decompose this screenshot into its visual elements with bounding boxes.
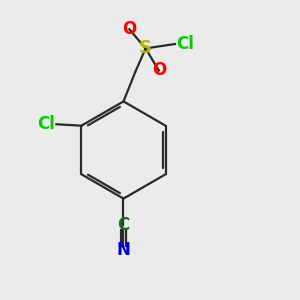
Text: Cl: Cl [37,115,55,133]
Text: N: N [117,241,130,259]
Text: O: O [122,20,136,38]
Text: C: C [117,216,130,234]
Text: O: O [152,61,166,80]
Text: Cl: Cl [176,35,194,53]
Text: S: S [139,39,152,57]
